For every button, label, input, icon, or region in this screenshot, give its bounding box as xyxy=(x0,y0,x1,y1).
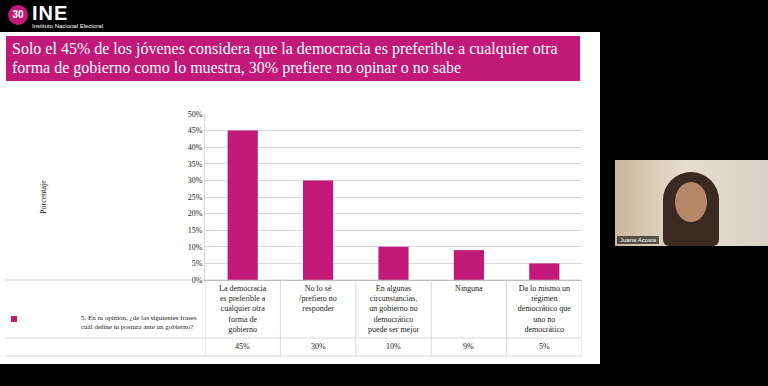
svg-text:5%: 5% xyxy=(539,342,550,351)
svg-text:9%: 9% xyxy=(463,342,474,351)
svg-text:40%: 40% xyxy=(188,143,203,152)
svg-text:35%: 35% xyxy=(188,160,203,169)
html-text:Juana Acosta: Juana Acosta xyxy=(620,237,656,243)
svg-text:10%: 10% xyxy=(386,342,401,351)
svg-text:45%: 45% xyxy=(188,126,203,135)
svg-text:5%: 5% xyxy=(192,259,203,268)
svg-text:10%: 10% xyxy=(188,243,203,252)
svg-text:30%: 30% xyxy=(188,176,203,185)
svg-text:50%: 50% xyxy=(188,110,203,119)
svg-text:Porcentaje: Porcentaje xyxy=(39,180,48,214)
svg-text:45%: 45% xyxy=(235,342,250,351)
svg-text:15%: 15% xyxy=(188,226,203,235)
svg-text:Ninguna: Ninguna xyxy=(455,284,483,293)
html-text:INE: INE xyxy=(32,2,69,24)
svg-text:25%: 25% xyxy=(188,193,203,202)
svg-text:No lo sé/prefiero noresponder: No lo sé/prefiero noresponder xyxy=(299,284,337,314)
svg-text:0%: 0% xyxy=(192,276,203,285)
svg-text:Da lo mismo unrégimendemocráti: Da lo mismo unrégimendemocrático queuno … xyxy=(518,284,572,335)
svg-text:5. En tu opinión, ¿de las sigu: 5. En tu opinión, ¿de las siguientes fra… xyxy=(81,314,197,331)
svg-text:La democraciaes preferible acu: La democraciaes preferible acualquier ot… xyxy=(219,284,267,335)
svg-text:20%: 20% xyxy=(188,209,203,218)
html-text:30: 30 xyxy=(12,9,24,20)
html-text:Solo el 45% de los jóvenes con: Solo el 45% de los jóvenes considera que… xyxy=(12,40,558,76)
svg-text:30%: 30% xyxy=(311,342,326,351)
svg-text:En algunascircunstancias,un go: En algunascircunstancias,un gobierno nod… xyxy=(368,284,419,335)
html-text:Instituto Nacional Electoral: Instituto Nacional Electoral xyxy=(32,23,103,29)
